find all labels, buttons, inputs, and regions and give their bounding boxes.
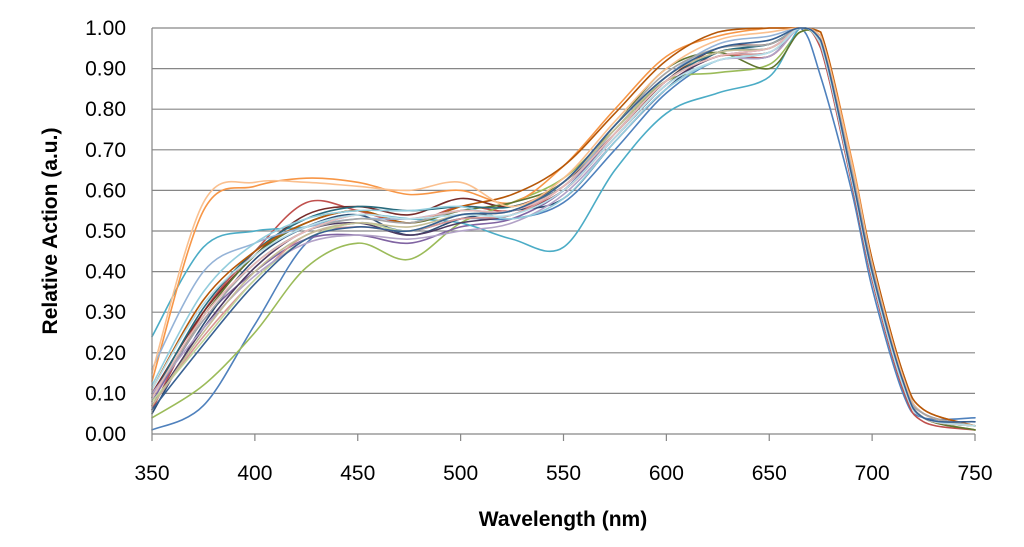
- series-line-13: [151, 27, 976, 427]
- series-line-10: [151, 27, 976, 427]
- x-tick-label: 400: [237, 462, 272, 485]
- series-line-17: [151, 27, 976, 427]
- x-tick-label: 450: [340, 462, 375, 485]
- x-axis-title: Wavelength (nm): [479, 508, 647, 531]
- series-line-7: [151, 27, 976, 427]
- series-line-6: [151, 27, 976, 427]
- y-tick-labels: 0.00 0.10 0.20 0.30 0.40 0.50 0.60 0.70 0.80 0.90…: [85, 17, 126, 446]
- y-tick-label: 1.00: [85, 17, 126, 40]
- y-tick-label: 0.00: [85, 423, 126, 446]
- series-line-21: [151, 27, 976, 427]
- series-line-8: [151, 27, 976, 427]
- series-line-14: [151, 27, 976, 427]
- y-tick-label: 0.70: [85, 139, 126, 162]
- series-lines: [151, 27, 976, 431]
- y-tick-label: 0.10: [85, 382, 126, 405]
- y-tick-label: 0.20: [85, 342, 126, 365]
- series-line-23: [151, 27, 976, 423]
- series-line-12: [151, 27, 976, 427]
- x-tick-label: 650: [752, 462, 787, 485]
- series-line-20: [151, 27, 976, 427]
- y-tick-label: 0.90: [85, 58, 126, 81]
- series-line-18: [151, 27, 976, 427]
- x-tick-label: 600: [649, 462, 684, 485]
- x-tick-label: 550: [546, 462, 581, 485]
- x-tick-label: 350: [134, 462, 169, 485]
- x-tick-labels: 350 400 450 500 550 600 650 700 750: [134, 462, 992, 485]
- series-line-16: [151, 27, 976, 427]
- series-line-22: [151, 27, 976, 427]
- series-line-4: [151, 27, 976, 427]
- y-tick-label: 0.30: [85, 301, 126, 324]
- series-line-15: [151, 27, 976, 427]
- series-line-19: [151, 27, 976, 427]
- x-tick-label: 750: [957, 462, 992, 485]
- y-axis-title: Relative Action (a.u.): [39, 128, 62, 335]
- series-line-5: [151, 27, 976, 427]
- series-line-11: [151, 27, 976, 427]
- y-tick-label: 0.80: [85, 98, 126, 121]
- series-line-9: [151, 29, 976, 431]
- y-tick-label: 0.60: [85, 179, 126, 202]
- x-tick-label: 500: [443, 462, 478, 485]
- y-tick-label: 0.40: [85, 261, 126, 284]
- axes: [151, 28, 976, 441]
- y-tick-label: 0.50: [85, 220, 126, 243]
- x-tick-label: 700: [855, 462, 890, 485]
- gridlines: [152, 27, 975, 394]
- series-line-3: [151, 29, 976, 431]
